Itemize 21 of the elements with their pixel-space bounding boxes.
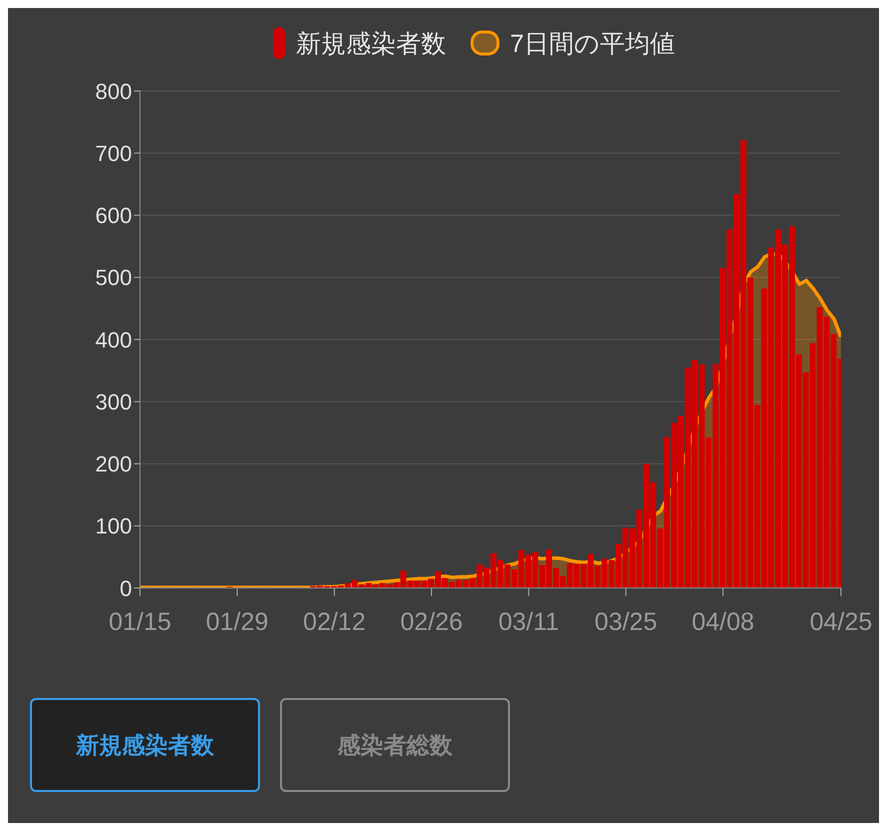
y-tick-label: 200 bbox=[95, 452, 132, 477]
x-tick-label: 04/25 bbox=[810, 608, 872, 636]
y-tick-label: 100 bbox=[95, 514, 132, 539]
y-tick-label: 700 bbox=[95, 140, 132, 166]
y-tick-label: 600 bbox=[95, 203, 132, 228]
y-tick-label: 0 bbox=[120, 576, 132, 601]
text: 感染者総数 bbox=[280, 698, 510, 792]
text: 新規感染者数 bbox=[30, 698, 260, 792]
y-tick-label: 400 bbox=[95, 327, 132, 352]
x-tick-label: 02/12 bbox=[303, 608, 366, 636]
x-tick-label: 03/11 bbox=[498, 608, 560, 636]
legend-label: 新規感染者数 bbox=[296, 28, 446, 60]
x-tick-label: 03/25 bbox=[594, 608, 658, 636]
y-tick-label: 300 bbox=[95, 389, 132, 414]
legend-label: 7日間の平均値 bbox=[510, 28, 675, 60]
x-tick-label: 01/29 bbox=[206, 608, 268, 636]
y-tick-label: 800 bbox=[95, 78, 132, 104]
x-tick-label: 04/08 bbox=[692, 608, 754, 636]
x-tick-label: 01/15 bbox=[108, 608, 172, 636]
x-tick-label: 02/26 bbox=[400, 608, 463, 636]
y-tick-label: 500 bbox=[95, 265, 132, 290]
